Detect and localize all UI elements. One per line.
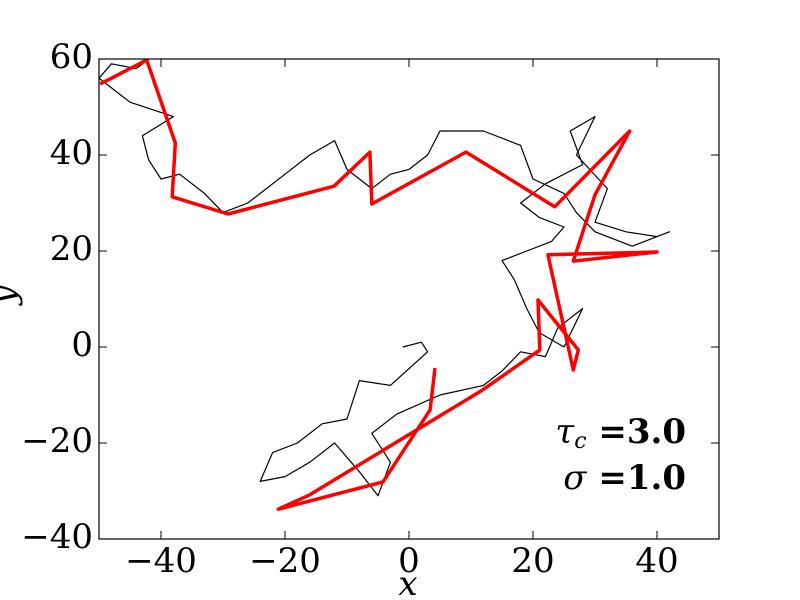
annotation-symbol: τ <box>555 412 575 452</box>
x-tick-label: 20 <box>511 541 554 581</box>
x-tick-label: −20 <box>249 541 321 581</box>
series-line <box>99 59 659 511</box>
series-line <box>99 59 671 497</box>
y-tick-label: −40 <box>21 517 93 557</box>
annotation-subscript: c <box>574 429 586 454</box>
y-tick-label: 60 <box>50 37 93 77</box>
annotation-text: =1.0 <box>587 458 686 498</box>
plot-area <box>99 59 671 511</box>
annotation: σ =1.0 <box>563 458 686 498</box>
y-tick-label: 20 <box>50 229 93 269</box>
annotation: τc =3.0 <box>555 412 686 454</box>
x-tick-label: 40 <box>635 541 678 581</box>
y-tick-label: 40 <box>50 133 93 173</box>
x-tick-label: −40 <box>125 541 197 581</box>
y-tick-label: 0 <box>71 325 93 365</box>
annotation-symbol: σ <box>563 458 587 498</box>
annotation-text: =3.0 <box>587 412 686 452</box>
x-tick-label: 0 <box>398 541 420 581</box>
y-tick-label: −20 <box>21 421 93 461</box>
y-axis-label: y <box>0 285 24 307</box>
x-axis-label: x <box>398 564 417 600</box>
